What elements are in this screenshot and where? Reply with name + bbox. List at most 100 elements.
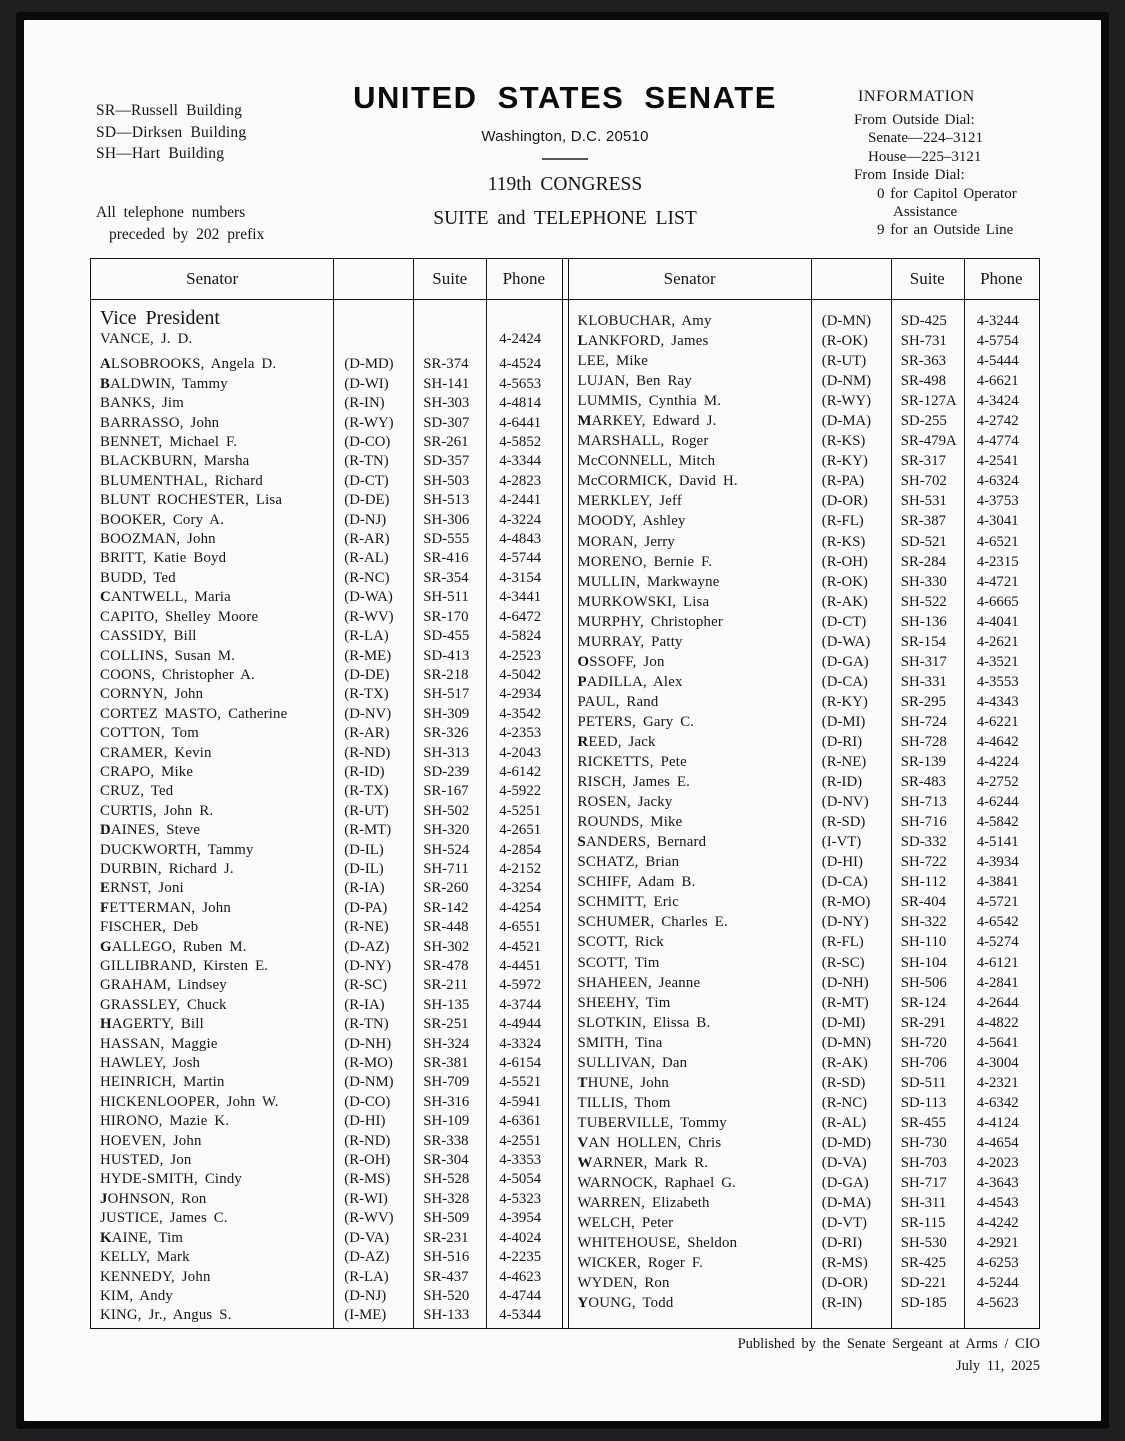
- senator-suite: SR-326: [423, 725, 469, 742]
- senator-party: (D-MN): [821, 313, 872, 329]
- senator-row: REED, Jack (D-RI) SH-728 4-4642: [569, 732, 1040, 752]
- senator-phone: 4-3841: [976, 874, 1019, 891]
- senator-row: DAINES, Steve (R-MT) SH-320 4-2651: [91, 821, 562, 840]
- table-left-half: Senator Suite Phone Vice President VANCE…: [91, 259, 562, 1328]
- senator-name: SHAHEEN, Jeanne: [577, 974, 701, 991]
- senator-suite: SR-127A: [900, 393, 957, 410]
- senator-party: (D-HI): [344, 1113, 386, 1130]
- senator-phone: 4-6621: [976, 373, 1019, 390]
- senator-suite: SD-357: [423, 453, 470, 470]
- senator-phone: 4-5653: [499, 375, 542, 392]
- senator-name: CANTWELL, Maria: [100, 589, 231, 606]
- senator-suite: SH-328: [423, 1190, 470, 1207]
- senator-suite: SR-338: [423, 1132, 469, 1149]
- senator-suite: SR-455: [900, 1114, 947, 1131]
- senator-row: CAPITO, Shelley Moore (R-WV) SR-170 4-6472: [91, 608, 562, 627]
- legend-line-sh: SH—Hart Building: [96, 145, 225, 162]
- senator-phone: 4-4944: [499, 1016, 542, 1033]
- senator-phone: 4-4024: [499, 1229, 542, 1246]
- senator-row: SCOTT, Tim (R-SC) SH-104 4-6121: [569, 953, 1040, 973]
- senator-party: (R-UT): [344, 802, 389, 819]
- senator-party: (D-CT): [821, 613, 867, 630]
- senator-name: CASSIDY, Bill: [100, 628, 197, 645]
- senator-row: COTTON, Tom (R-AR) SR-326 4-2353: [91, 724, 562, 743]
- column-divider: [486, 259, 488, 1328]
- senator-phone: 4-5323: [499, 1190, 542, 1207]
- senator-name: JUSTICE, James C.: [100, 1210, 228, 1227]
- senator-phone: 4-5754: [976, 333, 1019, 350]
- senator-party: (R-NC): [821, 1094, 868, 1111]
- senator-name: HICKENLOOPER, John W.: [100, 1093, 279, 1110]
- senator-name: KIM, Andy: [100, 1287, 174, 1304]
- senator-phone: 4-2043: [499, 744, 542, 761]
- senator-row: SHEEHY, Tim (R-MT) SR-124 4-2644: [569, 993, 1040, 1013]
- senator-party: (D-NV): [821, 794, 869, 811]
- senator-suite: SH-531: [900, 493, 947, 510]
- senator-row: WELCH, Peter (D-VT) SR-115 4-4242: [569, 1213, 1040, 1233]
- senator-suite: SH-509: [423, 1210, 470, 1227]
- senator-phone: 4-4774: [976, 433, 1019, 450]
- senator-row: BENNET, Michael F. (D-CO) SR-261 4-5852: [91, 433, 562, 452]
- senator-suite: SH-520: [423, 1287, 470, 1304]
- senator-row: HEINRICH, Martin (D-NM) SH-709 4-5521: [91, 1073, 562, 1092]
- senator-party: (D-CO): [344, 434, 391, 451]
- senator-party: (R-WI): [344, 1190, 388, 1207]
- senator-phone: 4-5641: [976, 1034, 1019, 1051]
- senator-party: (R-AR): [344, 531, 390, 548]
- senator-name: PAUL, Rand: [577, 693, 659, 710]
- document-page: SR—Russell Building SD—Dirksen Building …: [24, 20, 1101, 1421]
- senator-phone: 4-3244: [976, 313, 1019, 329]
- senator-party: (R-LA): [344, 628, 389, 645]
- senator-party: (D-DE): [344, 492, 390, 509]
- senator-phone: 4-2644: [976, 994, 1019, 1011]
- senator-row: WARNOCK, Raphael G. (D-GA) SH-717 4-3643: [569, 1173, 1040, 1193]
- senator-row: RICKETTS, Pete (R-NE) SR-139 4-4224: [569, 752, 1040, 772]
- senator-party: (D-VT): [821, 1215, 867, 1232]
- senator-phone: 4-4242: [976, 1215, 1019, 1232]
- senator-phone: 4-2841: [976, 974, 1019, 991]
- senator-phone: 4-3643: [976, 1175, 1019, 1192]
- senator-row: GALLEGO, Ruben M. (D-AZ) SH-302 4-4521: [91, 938, 562, 957]
- senator-party: (D-VA): [821, 1154, 867, 1171]
- senator-row: JUSTICE, James C. (R-WV) SH-509 4-3954: [91, 1209, 562, 1228]
- senator-name: THUNE, John: [577, 1074, 670, 1091]
- table-middle-divider: [561, 259, 569, 1328]
- information-line: From Inside Dial:: [854, 167, 965, 184]
- senator-party: (R-MT): [821, 994, 869, 1011]
- senator-suite: SR-478: [423, 958, 469, 974]
- senator-phone: 4-6253: [976, 1255, 1019, 1272]
- senator-party: (D-MA): [821, 413, 872, 430]
- senator-name: SCHUMER, Charles E.: [577, 914, 728, 931]
- senator-row: WARNER, Mark R. (D-VA) SH-703 4-2023: [569, 1153, 1040, 1173]
- document-footer: Published by the Senate Sergeant at Arms…: [90, 1333, 1040, 1377]
- senator-suite: SH-703: [900, 1154, 947, 1171]
- senator-row: CRUZ, Ted (R-TX) SR-167 4-5922: [91, 782, 562, 801]
- senator-party: (R-KS): [821, 533, 866, 550]
- senator-phone: 4-2315: [976, 553, 1019, 570]
- senator-name: CORTEZ MASTO, Catherine: [100, 705, 288, 722]
- senator-phone: 4-2921: [976, 1235, 1019, 1252]
- senator-name: BOOZMAN, John: [100, 531, 216, 548]
- senator-row: FISCHER, Deb (R-NE) SR-448 4-6551: [91, 918, 562, 937]
- senator-row: JOHNSON, Ron (R-WI) SH-328 4-5323: [91, 1190, 562, 1209]
- senator-suite: SR-291: [900, 1014, 947, 1031]
- senator-suite: SR-363: [900, 353, 947, 370]
- senator-party: (R-PA): [821, 473, 865, 490]
- senator-name: ERNST, Joni: [100, 880, 184, 897]
- senator-phone: 4-6551: [499, 919, 542, 936]
- senator-row: PAUL, Rand (R-KY) SR-295 4-4343: [569, 692, 1040, 712]
- senator-party: (R-KY): [821, 693, 868, 710]
- senator-party: (R-OH): [344, 1152, 391, 1169]
- senator-name: MURKOWSKI, Lisa: [577, 593, 710, 610]
- senator-row: BUDD, Ted (R-NC) SR-354 4-3154: [91, 569, 562, 588]
- senator-party: (R-AK): [821, 593, 868, 610]
- senator-phone: 4-5344: [499, 1307, 542, 1324]
- senator-row: PETERS, Gary C. (D-MI) SH-724 4-6221: [569, 712, 1040, 732]
- building-legend: SR—Russell Building SD—Dirksen Building …: [96, 100, 246, 165]
- senator-row: WARREN, Elizabeth (D-MA) SH-311 4-4543: [569, 1193, 1040, 1213]
- senator-party: (R-SC): [821, 954, 865, 971]
- senator-name: COLLINS, Susan M.: [100, 647, 236, 664]
- senator-name: McCORMICK, David H.: [577, 473, 738, 490]
- senator-party: (D-NY): [821, 914, 869, 931]
- senator-name: TUBERVILLE, Tommy: [577, 1114, 727, 1131]
